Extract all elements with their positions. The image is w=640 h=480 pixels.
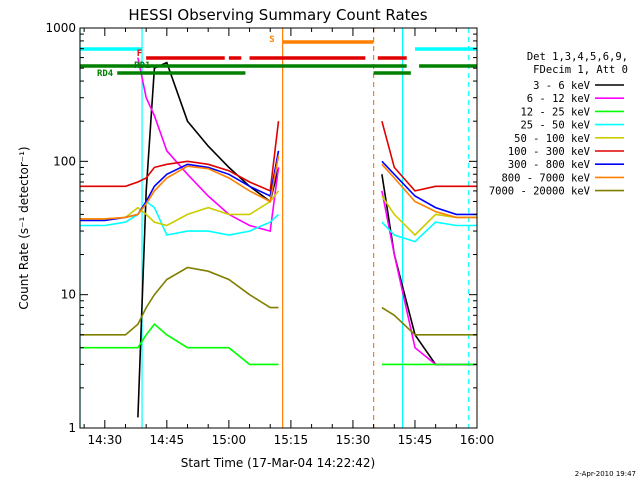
legend: Det 1,3,4,5,6,9,FDecim 1, Att 0 3 - 6 keV… <box>489 51 628 198</box>
legend-header: FDecim 1, Att 0 <box>533 64 628 76</box>
series-line-6 <box>80 150 477 222</box>
series-line-3 <box>80 200 477 243</box>
plot-area: F RD1 RD4 S <box>79 28 477 428</box>
x-axis-label: Start Time (17-Mar-04 14:22:42) <box>181 456 375 470</box>
legend-label: 12 - 25 keV <box>520 106 590 118</box>
legend-label: 300 - 800 keV <box>508 159 591 171</box>
plot-timestamp: 2-Apr-2010 19:47 <box>575 470 636 478</box>
x-axis: 14:30 14:45 15:00 15:15 15:30 15:45 16:00 <box>83 28 495 447</box>
y-tick-label: 1000 <box>45 21 76 35</box>
legend-header: Det 1,3,4,5,6,9, <box>527 51 628 63</box>
series-line-1 <box>137 57 477 366</box>
series-line-2 <box>80 323 477 366</box>
legend-label: 3 - 6 keV <box>533 80 591 92</box>
x-tick-label: 15:00 <box>212 433 247 447</box>
state-annotation-s: S <box>269 35 274 45</box>
series-line-7 <box>80 155 477 220</box>
legend-label: 50 - 100 keV <box>514 133 591 145</box>
x-tick-label: 15:30 <box>336 433 371 447</box>
chart-title: HESSI Observing Summary Count Rates <box>128 6 427 24</box>
y-axis-label: Count Rate (s⁻¹ detector⁻¹) <box>17 146 31 309</box>
y-axis: 1 10 100 1000 <box>45 21 477 435</box>
x-tick-label: 16:00 <box>460 433 495 447</box>
x-tick-label: 14:45 <box>150 433 185 447</box>
legend-label: 6 - 12 keV <box>527 93 591 105</box>
x-tick-label: 14:30 <box>88 433 123 447</box>
y-tick-label: 1 <box>68 421 76 435</box>
state-annotation-f: F <box>137 49 142 59</box>
legend-label: 800 - 7000 keV <box>501 172 590 184</box>
x-tick-label: 15:45 <box>398 433 433 447</box>
state-annotation-rd4: RD4 <box>97 69 114 79</box>
legend-label: 7000 - 20000 keV <box>489 186 591 198</box>
y-tick-label: 100 <box>53 154 76 168</box>
x-tick-label: 15:15 <box>274 433 309 447</box>
series-line-5 <box>80 120 477 193</box>
state-annotation-rd1: RD1 <box>134 61 150 71</box>
y-tick-label: 10 <box>61 288 76 302</box>
legend-label: 25 - 50 keV <box>520 120 590 132</box>
legend-label: 100 - 300 keV <box>508 146 591 158</box>
plot-frame <box>79 27 478 429</box>
series-line-8 <box>80 266 477 336</box>
